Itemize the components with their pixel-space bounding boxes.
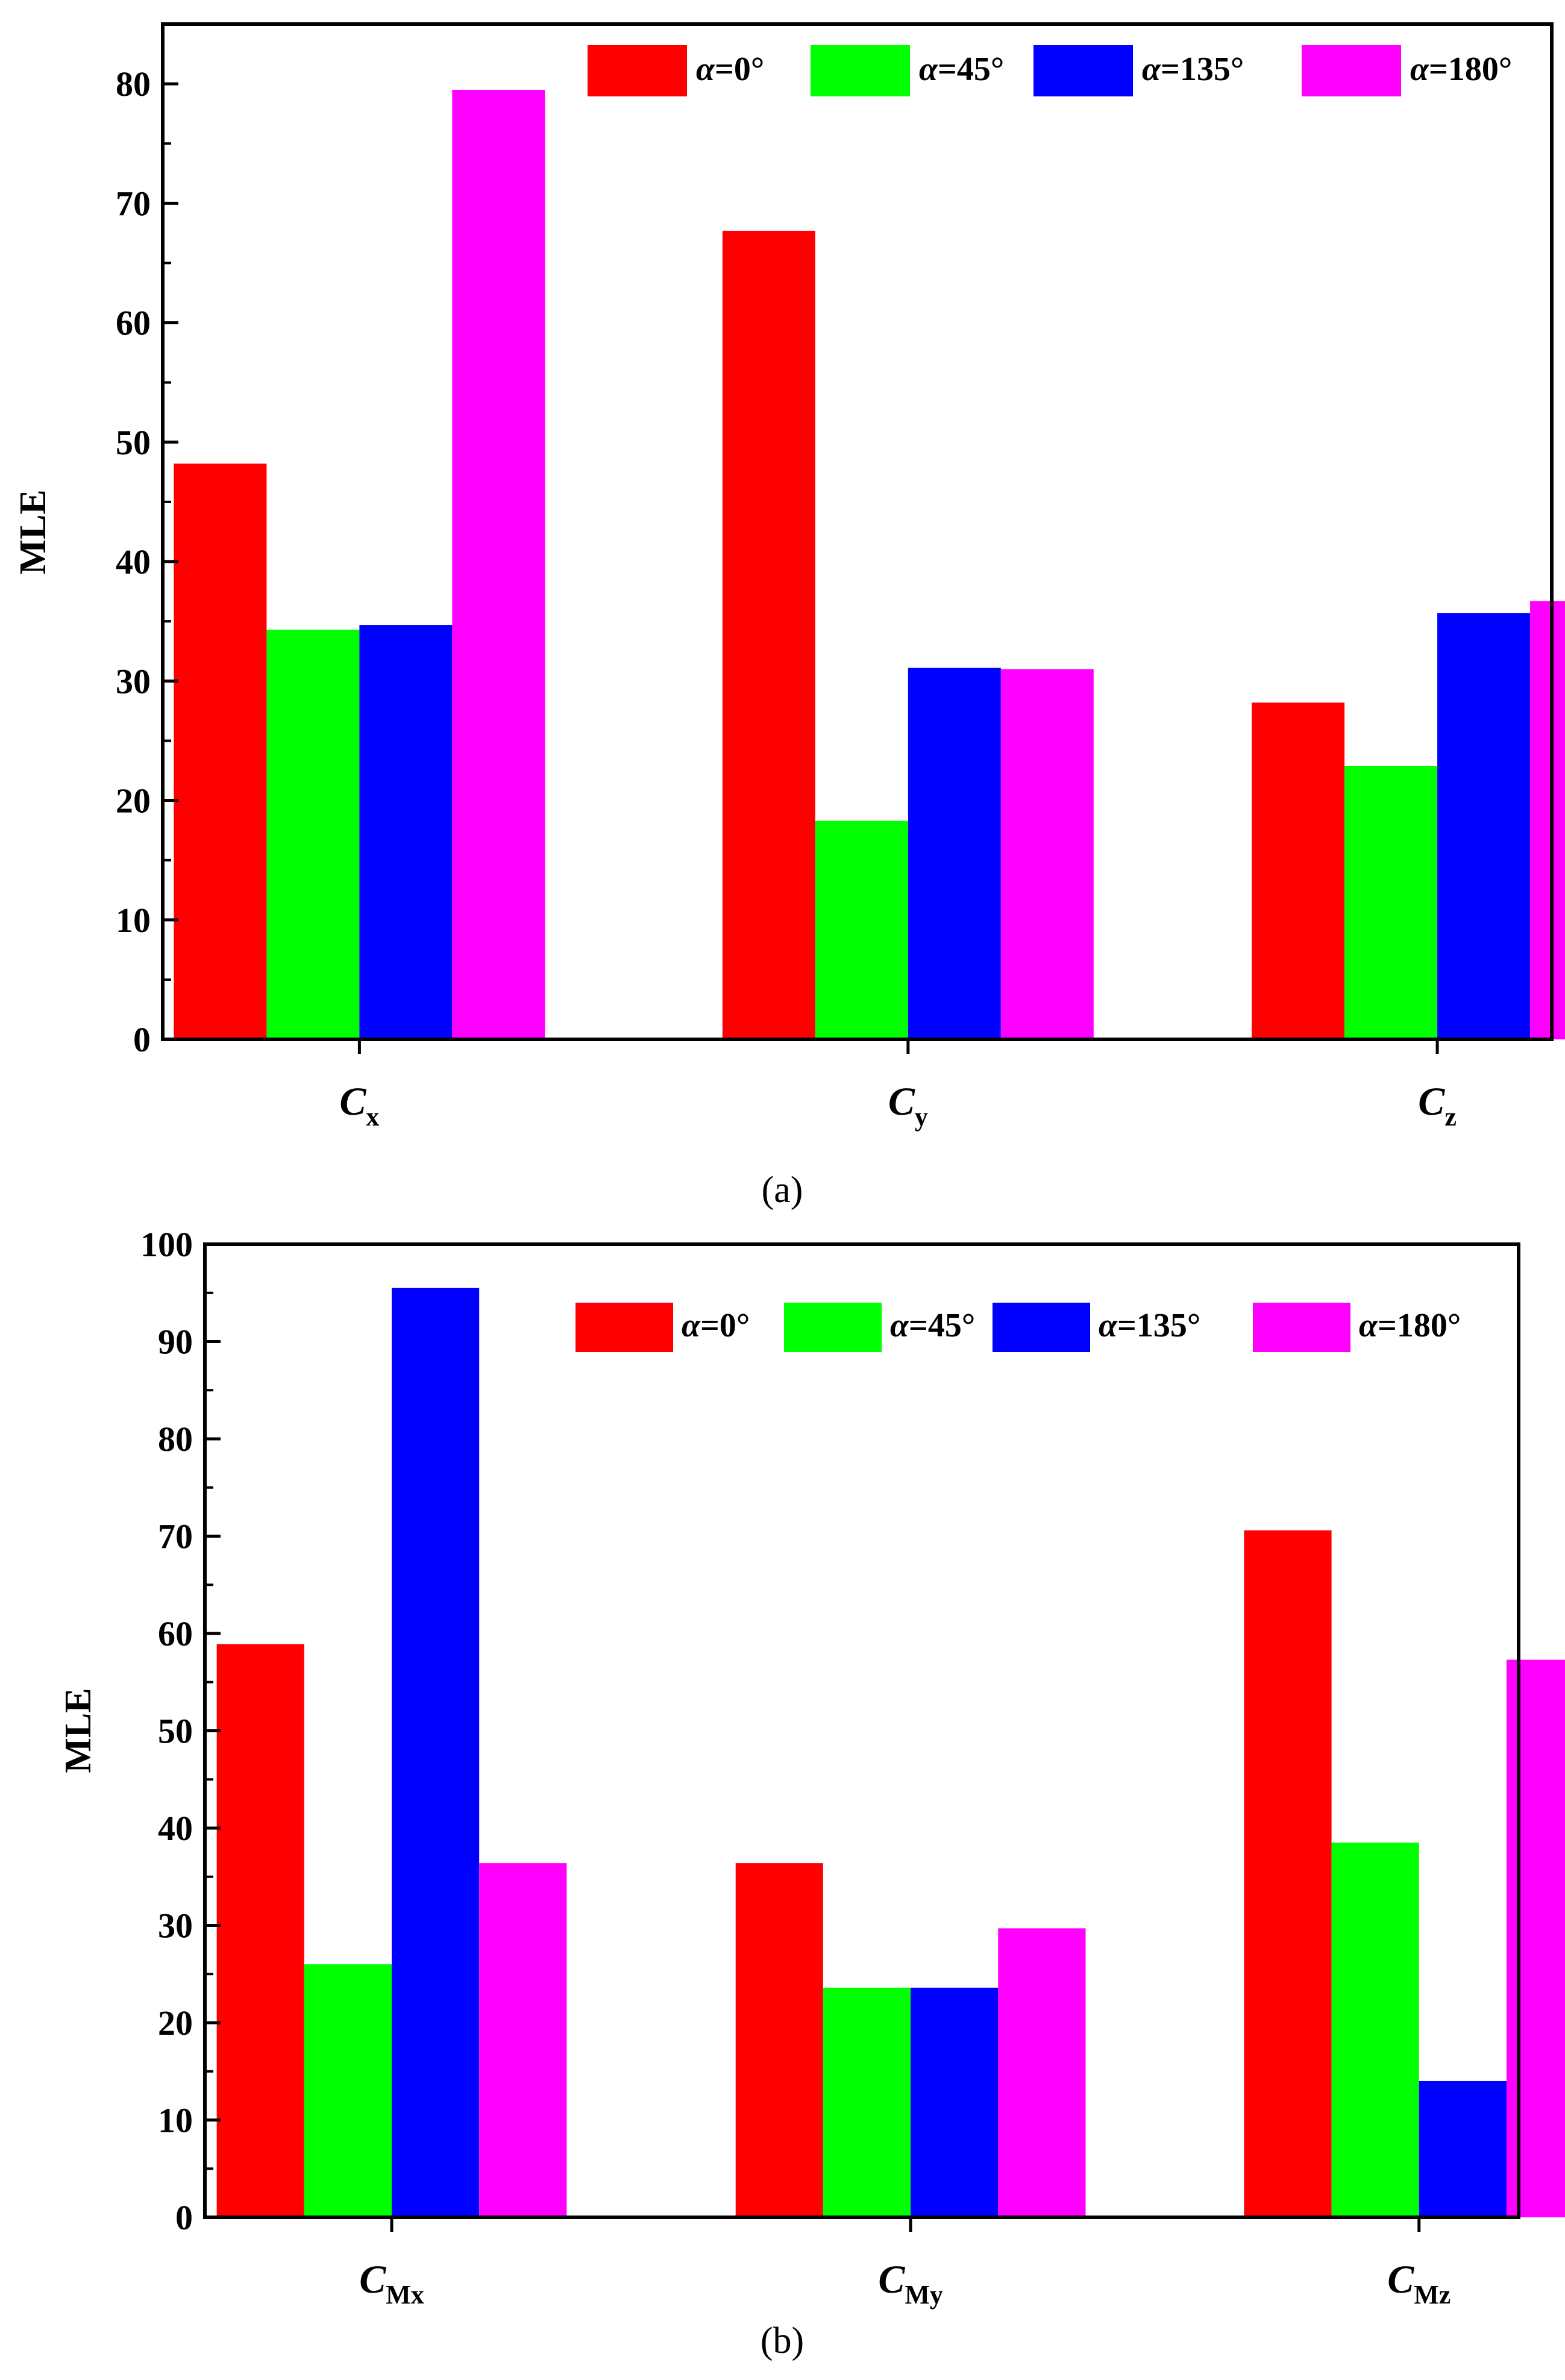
y-tick-label: 30 — [158, 1906, 193, 1946]
bar-x-series-1 — [266, 630, 360, 1039]
panel-label: (b) — [761, 2320, 804, 2361]
y-tick-label: 50 — [158, 1712, 193, 1751]
plot-frame — [161, 22, 1554, 1041]
panel-label: (a) — [762, 1170, 803, 1210]
y-tick-label: 90 — [158, 1323, 193, 1362]
bar-y-series-0 — [722, 230, 815, 1040]
bar-mz-series-0 — [1244, 1530, 1332, 2217]
legend-label-3: α=180° — [1359, 1307, 1461, 1344]
x-tick-label-z: Cz — [1418, 1080, 1457, 1132]
bar-z-series-2 — [1437, 613, 1531, 1039]
legend-swatch-1 — [784, 1303, 882, 1352]
y-tick-label: 20 — [158, 2003, 193, 2043]
legend-swatch-2 — [1033, 45, 1133, 96]
legend: α=0° α=45° α=135° α=180° — [588, 45, 1512, 96]
y-tick-label: 10 — [116, 901, 151, 940]
y-tick-label: 80 — [116, 64, 151, 104]
x-tick-label-my: CMy — [878, 2258, 943, 2310]
bar-my-series-0 — [735, 1863, 823, 2217]
y-tick-label: 30 — [116, 662, 151, 701]
y-tick-label: 70 — [158, 1517, 193, 1556]
y-tick-label: 50 — [116, 423, 151, 462]
legend-label-2: α=135° — [1142, 51, 1244, 88]
bar-mx-series-1 — [304, 1964, 392, 2217]
y-tick-label: 70 — [116, 184, 151, 223]
bar-y-series-2 — [908, 668, 1001, 1039]
bar-y-series-3 — [1000, 669, 1094, 1039]
bar-z-series-1 — [1344, 766, 1438, 1039]
bar-mx-series-0 — [216, 1644, 304, 2217]
legend-swatch-0 — [588, 45, 687, 96]
bar-z-series-3 — [1530, 601, 1565, 1039]
y-tick-label: 100 — [140, 1225, 193, 1264]
bar-my-series-1 — [823, 1987, 911, 2217]
bar-x-series-2 — [359, 625, 453, 1039]
bar-y-series-1 — [815, 821, 908, 1039]
chart-panel-a: 0 10 20 30 40 50 60 70 80 Cx Cy Cz MLE α=0° α=45° α=135… — [13, 22, 1565, 1210]
bar-mz-series-1 — [1331, 1843, 1419, 2217]
legend-label-3: α=180° — [1410, 51, 1512, 88]
bar-mx-series-2 — [391, 1288, 480, 2217]
legend-swatch-3 — [1302, 45, 1401, 96]
bar-x-series-3 — [452, 90, 545, 1039]
legend-label-2: α=135° — [1099, 1307, 1200, 1344]
legend-label-1: α=45° — [919, 51, 1004, 88]
y-tick-label: 20 — [116, 781, 151, 821]
legend-label-0: α=0° — [682, 1307, 750, 1344]
legend-swatch-3 — [1253, 1303, 1350, 1352]
y-tick-label: 10 — [158, 2101, 193, 2140]
y-axis-title: MLE — [13, 489, 54, 574]
legend: α=0° α=45° α=135° α=180° — [576, 1303, 1461, 1352]
y-tick-label: 60 — [158, 1614, 193, 1653]
y-tick-label: 0 — [175, 2198, 193, 2237]
bar-mz-series-3 — [1506, 1659, 1565, 2217]
legend-swatch-2 — [993, 1303, 1090, 1352]
y-axis-title: MLE — [58, 1688, 99, 1773]
bar-my-series-2 — [911, 1987, 999, 2217]
y-tick-label: 0 — [133, 1020, 151, 1059]
y-tick-label: 40 — [158, 1809, 193, 1848]
y-tick-label: 60 — [116, 304, 151, 343]
legend-label-0: α=0° — [696, 51, 764, 88]
bar-z-series-0 — [1252, 702, 1345, 1039]
bar-x-series-0 — [174, 463, 267, 1039]
x-tick-label-mz: CMz — [1387, 2258, 1451, 2310]
y-tick-label: 40 — [116, 542, 151, 581]
bar-mx-series-3 — [479, 1863, 567, 2217]
y-tick-label: 80 — [158, 1420, 193, 1459]
bar-mz-series-2 — [1419, 2081, 1507, 2217]
legend-swatch-1 — [811, 45, 910, 96]
x-tick-label-mx: CMx — [359, 2258, 424, 2310]
legend-swatch-0 — [576, 1303, 673, 1352]
bar-my-series-3 — [998, 1928, 1086, 2217]
legend-label-1: α=45° — [890, 1307, 975, 1344]
x-tick-label-x: Cx — [339, 1080, 379, 1132]
x-tick-label-y: Cy — [888, 1080, 928, 1132]
